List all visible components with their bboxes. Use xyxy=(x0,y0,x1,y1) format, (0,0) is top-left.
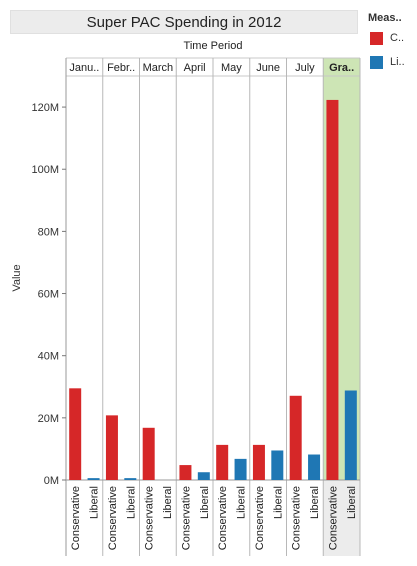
sub-category-label: Liberal xyxy=(309,486,321,519)
legend: Meas.. C.. Li.. xyxy=(368,12,417,72)
highlight-header xyxy=(323,58,360,76)
sub-category-label: Conservative xyxy=(180,486,192,550)
y-tick-label: 20M xyxy=(38,413,59,425)
highlight-subheader xyxy=(323,480,360,556)
sub-category-label: Conservative xyxy=(107,486,119,550)
sub-category-label: Conservative xyxy=(327,486,339,550)
sub-category-label: Liberal xyxy=(162,486,174,519)
bar-liberal[interactable] xyxy=(344,390,357,480)
legend-swatch-conservative xyxy=(370,32,383,45)
sub-category-label: Conservative xyxy=(144,486,156,550)
legend-title: Meas.. xyxy=(368,12,402,24)
bar-liberal[interactable] xyxy=(87,478,100,480)
sub-category-label: Liberal xyxy=(272,486,284,519)
bar-conservative[interactable] xyxy=(252,444,265,480)
bar-conservative[interactable] xyxy=(289,395,302,480)
sub-category-label: Liberal xyxy=(125,486,137,519)
bar-conservative[interactable] xyxy=(69,388,82,480)
legend-label-liberal: Li.. xyxy=(390,56,405,68)
bar-conservative[interactable] xyxy=(142,427,155,480)
sub-category-label: Liberal xyxy=(199,486,211,519)
period-header-label: Febr.. xyxy=(107,62,135,74)
sub-category-label: Conservative xyxy=(254,486,266,550)
bar-conservative[interactable] xyxy=(216,444,229,480)
period-header-label: March xyxy=(143,62,174,74)
period-header-label: July xyxy=(295,62,315,74)
period-header-label: Gra.. xyxy=(329,62,354,74)
sub-category-label: Liberal xyxy=(89,486,101,519)
y-tick-label: 80M xyxy=(38,226,59,238)
sub-category-label: Liberal xyxy=(346,486,358,519)
legend-swatch-liberal xyxy=(370,56,383,69)
y-tick-label: 40M xyxy=(38,351,59,363)
bar-conservative[interactable] xyxy=(326,99,339,480)
bar-conservative[interactable] xyxy=(179,465,192,480)
chart-title: Super PAC Spending in 2012 xyxy=(10,10,358,34)
y-tick-label: 100M xyxy=(31,164,59,176)
legend-item-conservative[interactable]: C.. xyxy=(368,30,417,48)
sub-category-label: Conservative xyxy=(217,486,229,550)
period-header-label: April xyxy=(184,62,206,74)
y-axis-title: Value xyxy=(11,264,23,291)
bar-liberal[interactable] xyxy=(197,472,210,480)
y-tick-label: 120M xyxy=(31,102,59,114)
sub-category-label: Conservative xyxy=(70,486,82,550)
sub-category-label: Liberal xyxy=(236,486,248,519)
bar-liberal[interactable] xyxy=(234,458,247,480)
period-header-label: Janu.. xyxy=(69,62,99,74)
bar-liberal[interactable] xyxy=(308,454,321,480)
legend-label-conservative: C.. xyxy=(390,32,405,44)
period-header-label: June xyxy=(256,62,280,74)
legend-item-liberal[interactable]: Li.. xyxy=(368,54,417,72)
y-tick-label: 60M xyxy=(38,289,59,301)
bar-conservative[interactable] xyxy=(105,415,118,480)
sub-category-label: Conservative xyxy=(291,486,303,550)
bar-liberal[interactable] xyxy=(271,450,284,480)
y-tick-label: 0M xyxy=(44,475,59,487)
period-header-label: May xyxy=(221,62,242,74)
bar-liberal[interactable] xyxy=(124,478,137,480)
column-header-title: Time Period xyxy=(183,40,243,52)
